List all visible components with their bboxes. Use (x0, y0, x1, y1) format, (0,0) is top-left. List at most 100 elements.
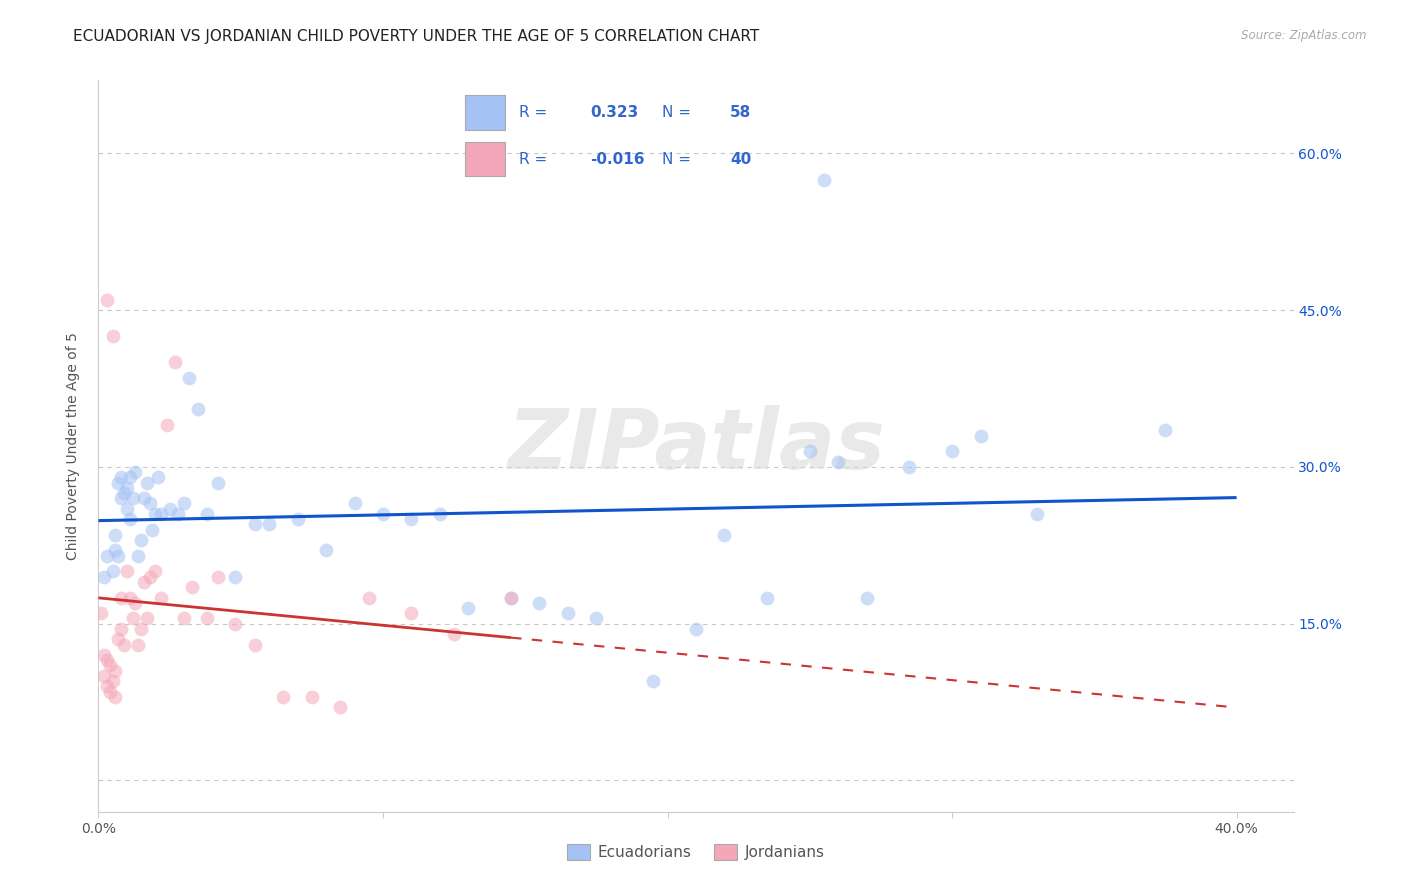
Point (167, 507, 190, 521)
Legend: Ecuadorians, Jordanians: Ecuadorians, Jordanians (561, 838, 831, 866)
Point (110, 591, 132, 605)
Y-axis label: Child Poverty Under the Age of 5: Child Poverty Under the Age of 5 (66, 332, 80, 560)
Point (93, 569, 115, 583)
Point (112, 638, 135, 652)
Point (107, 475, 129, 490)
Point (159, 501, 181, 516)
Point (107, 549, 129, 563)
Point (969, 428, 991, 442)
Point (315, 543, 337, 558)
Point (96, 549, 118, 563)
Point (756, 591, 779, 605)
Point (685, 622, 707, 636)
Point (124, 465, 146, 479)
Point (129, 533, 152, 547)
Point (1154, 423, 1177, 437)
Point (243, 638, 266, 652)
Point (96, 653, 118, 667)
Point (112, 486, 135, 500)
Point (207, 475, 229, 490)
Point (898, 459, 921, 474)
Point (90, 606, 112, 620)
Point (179, 371, 201, 385)
Point (273, 690, 295, 704)
Point (357, 591, 380, 605)
Point (156, 418, 179, 433)
Point (443, 627, 465, 641)
Point (135, 475, 157, 490)
Point (104, 690, 127, 704)
Point (329, 700, 352, 714)
Point (173, 496, 195, 510)
Point (224, 569, 246, 583)
Point (127, 638, 149, 652)
Point (138, 496, 160, 510)
Point (799, 444, 821, 458)
Point (195, 611, 218, 625)
Point (118, 470, 141, 484)
Point (132, 574, 155, 589)
Point (827, 455, 849, 469)
Point (165, 355, 187, 369)
Point (93, 669, 115, 683)
Point (143, 507, 166, 521)
Point (104, 528, 127, 542)
Point (107, 632, 129, 647)
Point (243, 517, 266, 532)
Point (132, 491, 155, 506)
Point (138, 569, 160, 583)
Point (173, 611, 195, 625)
Point (224, 616, 246, 631)
Point (143, 565, 166, 579)
Point (115, 565, 138, 579)
Point (150, 507, 173, 521)
Point (195, 507, 218, 521)
Point (98, 658, 121, 673)
Point (855, 591, 877, 605)
Point (181, 580, 204, 594)
Point (187, 402, 209, 417)
Point (557, 606, 579, 620)
Point (457, 601, 479, 615)
Point (101, 674, 124, 689)
Point (148, 470, 170, 484)
Point (96, 293, 118, 307)
Point (941, 444, 963, 458)
Text: ZIPatlas: ZIPatlas (508, 406, 884, 486)
Point (499, 591, 522, 605)
Point (150, 591, 173, 605)
Point (124, 596, 146, 610)
Point (121, 611, 143, 625)
Point (371, 507, 394, 521)
Point (121, 491, 143, 506)
Point (499, 591, 522, 605)
Point (101, 329, 124, 343)
Point (585, 611, 607, 625)
Point (93, 648, 115, 662)
Point (98, 684, 121, 698)
Point (401, 512, 423, 526)
Point (643, 674, 665, 689)
Point (110, 622, 132, 636)
Point (529, 596, 551, 610)
Point (429, 507, 451, 521)
Text: Source: ZipAtlas.com: Source: ZipAtlas.com (1241, 29, 1367, 42)
Point (1026, 507, 1049, 521)
Point (813, 172, 835, 186)
Point (257, 517, 280, 532)
Point (110, 470, 132, 484)
Point (110, 491, 132, 506)
Point (118, 591, 141, 605)
Point (115, 501, 138, 516)
Point (101, 565, 124, 579)
Point (287, 512, 309, 526)
Point (104, 664, 127, 678)
Point (401, 606, 423, 620)
Point (343, 496, 366, 510)
Text: ECUADORIAN VS JORDANIAN CHILD POVERTY UNDER THE AGE OF 5 CORRELATION CHART: ECUADORIAN VS JORDANIAN CHILD POVERTY UN… (73, 29, 759, 44)
Point (713, 528, 735, 542)
Point (127, 549, 149, 563)
Point (207, 569, 229, 583)
Point (141, 523, 163, 537)
Point (135, 611, 157, 625)
